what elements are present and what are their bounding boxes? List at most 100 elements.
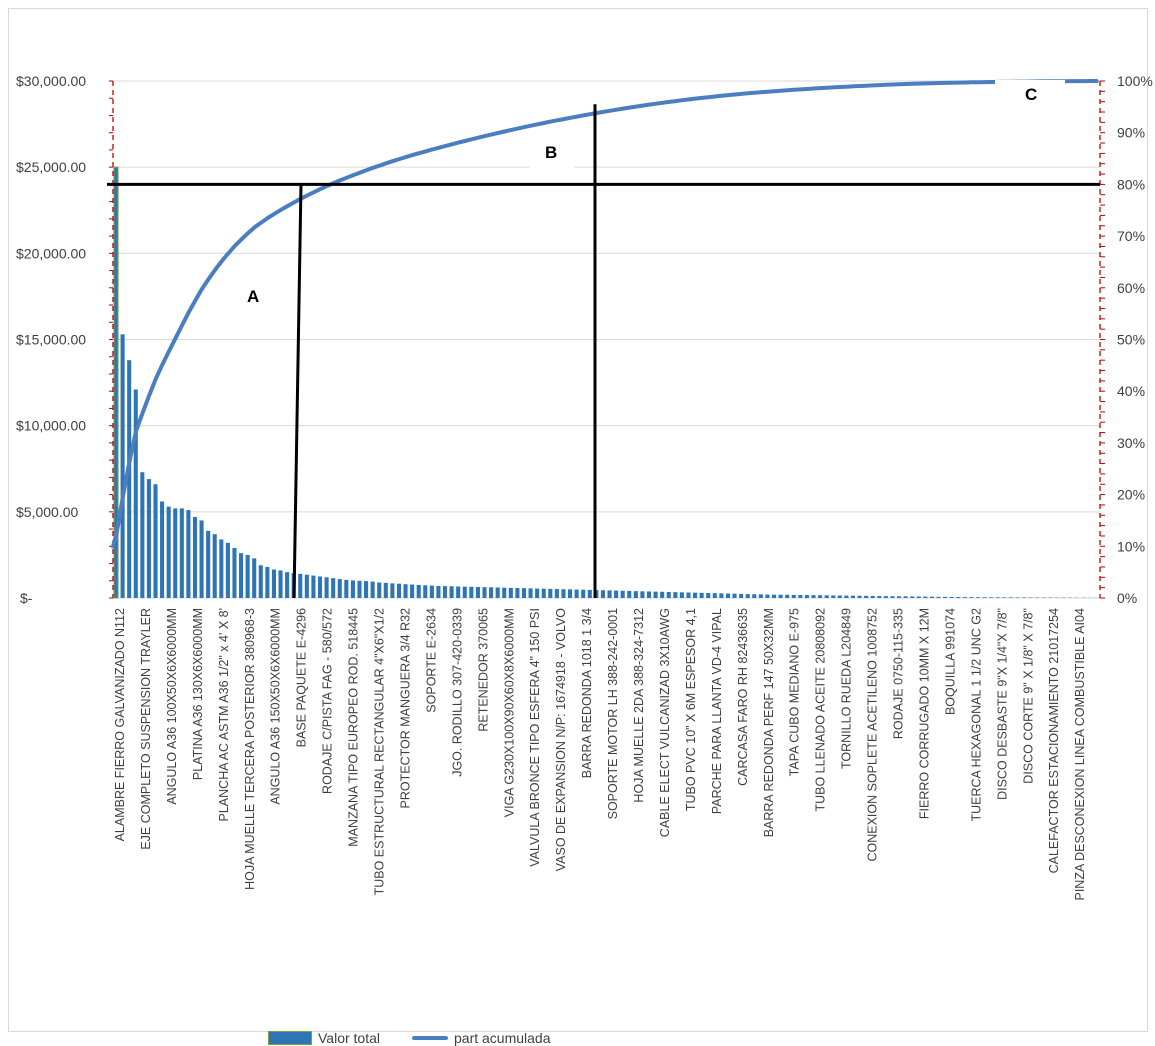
x-tick-label: VASO DE EXPANSION N/P: 1674918 - VOLVO xyxy=(554,608,568,872)
bar xyxy=(325,577,329,598)
bar xyxy=(430,586,434,598)
bar xyxy=(627,591,631,598)
bar xyxy=(404,584,408,598)
cumulative-line xyxy=(113,81,1097,546)
bar xyxy=(706,593,710,598)
x-tick-label: TUERCA HEXAGONAL 1 1/2 UNC G2 xyxy=(969,608,983,822)
bar xyxy=(219,539,223,598)
bar xyxy=(614,591,618,598)
bar xyxy=(976,597,980,598)
x-tick-label: BARRA REDONDA PERF 147 50X32MM xyxy=(762,608,776,837)
x-tick-label: TUBO PVC 10" X 6M ESPESOR 4,1 xyxy=(684,608,698,811)
bar xyxy=(726,594,730,598)
right-tick-label: 40% xyxy=(1117,383,1145,399)
bar xyxy=(739,594,743,598)
bar xyxy=(936,597,940,598)
left-tick-label: $5,000.00 xyxy=(16,504,78,520)
bar xyxy=(311,576,315,598)
right-tick-label: 0% xyxy=(1117,590,1137,606)
x-axis-labels: ALAMBRE FIERRO GALVANIZADO N112 EJE COMPL… xyxy=(113,608,1087,901)
bar xyxy=(351,580,355,598)
bar xyxy=(463,587,467,598)
right-tick-label: 10% xyxy=(1117,538,1145,554)
right-tick-label: 30% xyxy=(1117,435,1145,451)
bar xyxy=(167,507,171,598)
x-tick-label: BARRA REDONDA 1018 1 3/4 xyxy=(580,608,594,778)
bar xyxy=(904,596,908,598)
right-tick-label: 20% xyxy=(1117,487,1145,503)
x-tick-label: PLATINA A36 130X6X6000MM xyxy=(191,608,205,780)
bar xyxy=(969,597,973,598)
x-tick-label: BOQUILLA 991074 xyxy=(943,608,957,715)
bar xyxy=(482,587,486,598)
bar xyxy=(338,579,342,598)
bar xyxy=(239,553,243,598)
bar xyxy=(851,596,855,598)
bar xyxy=(640,591,644,598)
bar xyxy=(647,591,651,598)
bar xyxy=(147,479,151,598)
x-tick-label: DISCO DESBASTE 9"X 1/4"X 7/8" xyxy=(995,608,1009,800)
bar xyxy=(581,590,585,598)
bar xyxy=(719,593,723,598)
bar xyxy=(331,578,335,598)
bar xyxy=(989,597,993,598)
line-series-part-acumulada xyxy=(113,81,1097,546)
bar xyxy=(943,597,947,598)
bar xyxy=(930,597,934,598)
x-tick-label: CALEFACTOR ESTACIONAMIENTO 21017254 xyxy=(1047,608,1061,873)
bar xyxy=(522,588,526,598)
bar xyxy=(811,595,815,598)
x-tick-label: TORNILLO RUEDA L204849 xyxy=(840,608,854,769)
bar xyxy=(838,596,842,598)
x-tick-label: RETENEDOR 370065 xyxy=(476,608,490,732)
bar xyxy=(733,594,737,598)
bar xyxy=(377,582,381,598)
bar xyxy=(713,593,717,598)
x-tick-label: CABLE ELECT VULCANIZAD 3X10AWG xyxy=(658,608,672,837)
bar xyxy=(200,520,204,598)
bar xyxy=(555,589,559,598)
x-tick-label: PROTECTOR MANGUERA 3/4 R32 xyxy=(398,608,412,809)
bar xyxy=(805,595,809,598)
bar xyxy=(285,572,289,598)
x-tick-label: ANGULO A36 150X50X6X6000MM xyxy=(269,608,283,805)
left-tick-label: $30,000.00 xyxy=(16,73,86,89)
x-tick-label: RODAJE C/PISTA FAG - 580/572 xyxy=(321,608,335,794)
x-tick-label: HOJA MUELLE 2DA 388-324-7312 xyxy=(632,608,646,803)
bar xyxy=(318,576,322,598)
x-tick-label: EJE COMPLETO SUSPENSION TRAYLER xyxy=(139,608,153,850)
bar xyxy=(825,595,829,598)
bar xyxy=(226,543,230,598)
bar xyxy=(417,585,421,598)
x-tick-label: VALVULA BRONCE TIPO ESFERA 4" 150 PSI xyxy=(528,608,542,867)
bar xyxy=(390,583,394,598)
bar xyxy=(858,596,862,598)
right-tick-label: 80% xyxy=(1117,176,1145,192)
bar xyxy=(831,595,835,598)
bar xyxy=(746,594,750,598)
zone-label-c: C xyxy=(1025,85,1037,104)
bar xyxy=(1022,597,1026,598)
bar xyxy=(153,484,157,598)
x-tick-label: CONEXION SOPLETE ACETILENO 1008752 xyxy=(866,608,880,862)
bar xyxy=(423,585,427,598)
x-tick-label: ALAMBRE FIERRO GALVANIZADO N112 xyxy=(113,608,127,841)
bar xyxy=(660,592,664,598)
right-axis: 0%10%20%30%40%50%60%70%80%90%100% xyxy=(1100,73,1153,606)
bar xyxy=(963,597,967,598)
bar xyxy=(568,589,572,598)
right-tick-label: 50% xyxy=(1117,332,1145,348)
bar xyxy=(917,597,921,598)
bar xyxy=(548,589,552,598)
bar xyxy=(542,589,546,598)
bar xyxy=(673,592,677,598)
x-tick-label: DISCO CORTE 9" X 1/8" X 7/8" xyxy=(1021,608,1035,784)
right-tick-label: 70% xyxy=(1117,228,1145,244)
bar xyxy=(140,472,144,598)
bar xyxy=(515,588,519,598)
boundary-a-line xyxy=(294,184,301,598)
x-tick-label: BASE PAQUETE E-4296 xyxy=(295,608,309,747)
left-tick-label: $- xyxy=(20,590,33,606)
